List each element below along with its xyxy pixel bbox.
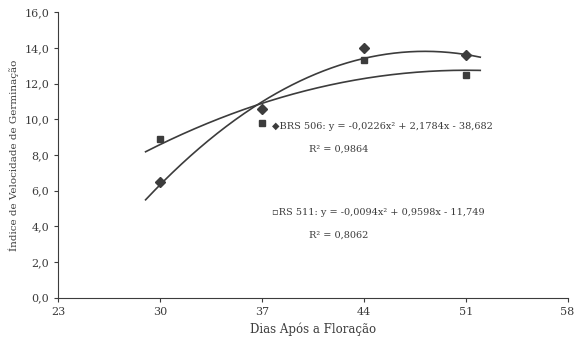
Text: R² = 0,8062: R² = 0,8062	[308, 230, 368, 239]
Text: ▫RS 511: y = -0,0094x² + 0,9598x - 11,749: ▫RS 511: y = -0,0094x² + 0,9598x - 11,74…	[272, 207, 485, 216]
Text: R² = 0,9864: R² = 0,9864	[308, 145, 368, 154]
Text: ◆BRS 506: y = -0,0226x² + 2,1784x - 38,682: ◆BRS 506: y = -0,0226x² + 2,1784x - 38,6…	[272, 122, 493, 131]
Y-axis label: Índice de Velocidade de Germinação: Índice de Velocidade de Germinação	[8, 59, 19, 251]
X-axis label: Dias Após a Floração: Dias Após a Floração	[250, 322, 376, 336]
